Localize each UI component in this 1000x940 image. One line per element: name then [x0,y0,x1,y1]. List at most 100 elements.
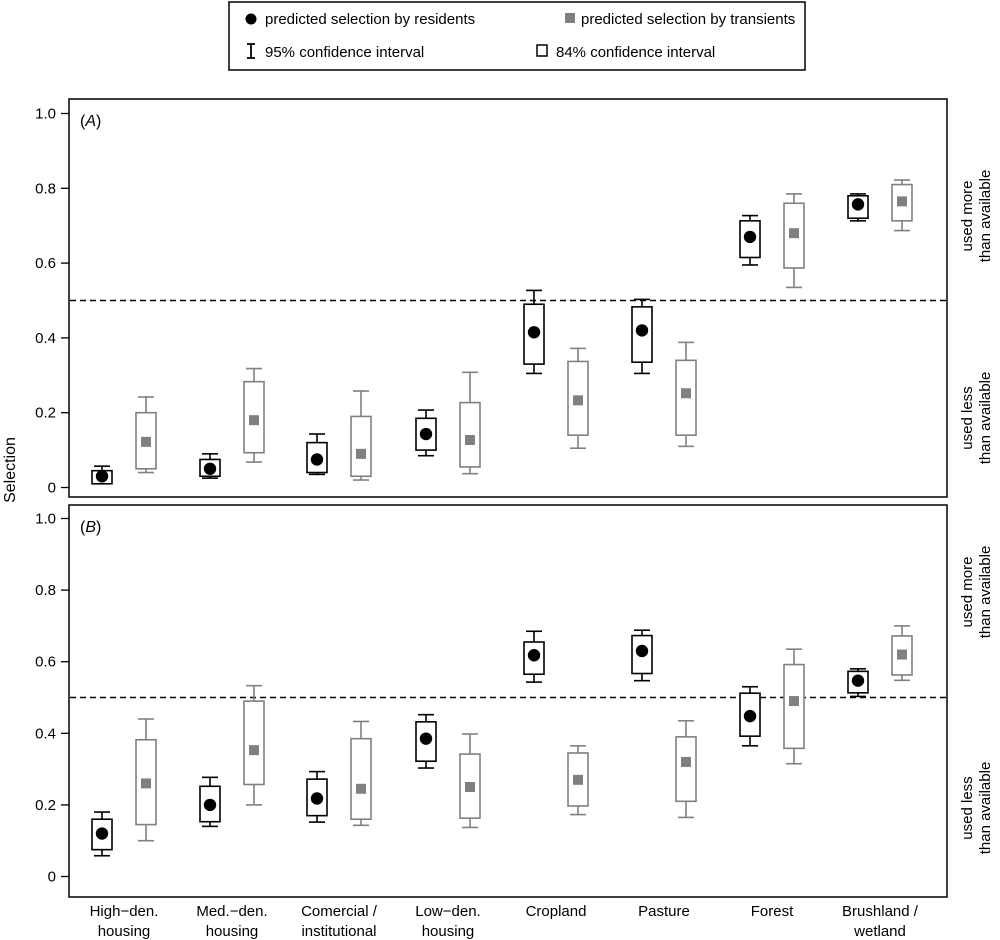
legend-resident-label: predicted selection by residents [265,11,475,28]
panel-b-label: (B) [80,519,101,536]
panel-b-ticks: 0 0.2 0.4 0.6 0.8 1.0 [35,511,69,886]
y-tick-label: 0.2 [35,797,56,814]
transient-point [681,756,691,767]
x-category-label: Pasture [638,903,690,920]
x-category-label: Med.−den. housing [196,903,267,940]
x-category-line: Brushland / [842,903,919,920]
resident-point [527,649,541,662]
panel-b-more-line1: used more [959,557,976,628]
resident-point [527,326,541,339]
y-tick-label: 0.4 [35,725,56,742]
transient-box-group [459,733,481,829]
ci84-box [243,700,265,786]
transient-box-group [567,347,589,450]
transient-box-group [891,625,913,682]
legend-ci84-label: 84% confidence interval [556,44,715,61]
resident-point [203,798,217,812]
transient-point [897,196,907,207]
x-category-label: High−den. housing [90,903,159,940]
x-category-line: Forest [751,903,794,920]
resident-point [203,462,217,475]
transient-point [141,778,151,789]
panel-a-letter: A [84,113,96,130]
x-category-line: institutional [301,923,376,940]
x-category-label: Forest [751,903,794,920]
transient-box-group [675,719,697,819]
x-category-line: housing [206,923,259,940]
panel-a-less-line2: than available [977,372,994,465]
transient-point [789,228,799,239]
right-annotations: used more than available used less than … [959,170,994,855]
ci84-box [350,737,372,821]
y-tick-label: 1.0 [35,511,56,528]
ci84-box [783,663,805,750]
transient-point [681,388,691,399]
legend-resident-marker [245,13,257,25]
y-tick-label: 0 [48,869,56,886]
x-category-line: Comercial / [301,903,378,920]
x-category-label: Comercial / institutional [301,903,378,940]
ci84-box [459,401,481,468]
transient-point [356,448,366,459]
resident-box-group [199,453,221,479]
resident-point [419,732,433,745]
resident-point [851,674,865,687]
resident-box-group [523,630,545,683]
x-category-line: wetland [853,923,906,940]
y-tick-label: 0.4 [35,330,56,347]
legend-transient-label: predicted selection by transients [581,11,795,28]
legend-ci95-label: 95% confidence interval [265,44,424,61]
ci84-box [675,736,697,803]
transient-box-group [783,648,805,765]
transient-box-group [567,745,589,816]
panel-b-less-line2: than available [977,762,994,855]
resident-box-group [306,433,328,476]
transient-box-group [783,193,805,289]
panel-a-boxes [91,179,913,485]
resident-point [635,644,649,658]
resident-box-group [847,193,869,222]
transient-box-group [891,179,913,232]
legend-ci95-marker [247,43,255,59]
panel-b-more-line2: than available [977,546,994,639]
resident-point [419,427,433,441]
transient-box-group [135,718,157,842]
x-category-line: Med.−den. [196,903,267,920]
panel-a-label: (A) [80,113,101,130]
resident-box-group [523,289,545,375]
transient-point [465,435,475,446]
transient-box-group [350,720,372,827]
y-tick-label: 0.6 [35,255,56,272]
x-axis-labels: High−den. housing Med.−den. housing Comercia… [90,903,919,940]
transient-point [573,774,583,785]
transient-point [141,436,151,447]
x-category-line: Pasture [638,903,690,920]
x-category-line: housing [422,923,475,940]
resident-box-group [415,409,437,457]
panel-a-ticks: 0 0.2 0.4 0.6 0.8 1.0 [35,106,69,497]
x-category-label: Brushland / wetland [842,903,919,940]
resident-point [635,324,649,337]
x-category-line: housing [98,923,151,940]
transient-point [897,649,907,660]
resident-box-group [847,668,869,698]
transient-box-group [350,390,372,481]
ci84-box [350,415,372,478]
panel-b-less-line1: used less [959,776,976,839]
y-axis-label: Selection [2,437,19,503]
resident-point [851,198,865,211]
legend: predicted selection by residents predict… [228,1,806,71]
x-category-label: Low−den. housing [415,903,480,940]
panel-a: (A) 0 0.2 0.4 0.6 0.8 1.0 [35,98,948,498]
transient-box-group [675,341,697,448]
resident-box-group [306,770,328,823]
panel-b-boxes [91,625,913,857]
panel-b: (B) 0 0.2 0.4 0.6 0.8 1.0 [35,504,948,898]
resident-point [743,709,757,723]
transient-point [465,782,475,792]
transient-point [573,395,583,406]
x-category-line: Low−den. [415,903,480,920]
y-tick-label: 0.8 [35,582,56,599]
legend-ci84-marker [536,44,548,57]
resident-box-group [631,298,653,375]
